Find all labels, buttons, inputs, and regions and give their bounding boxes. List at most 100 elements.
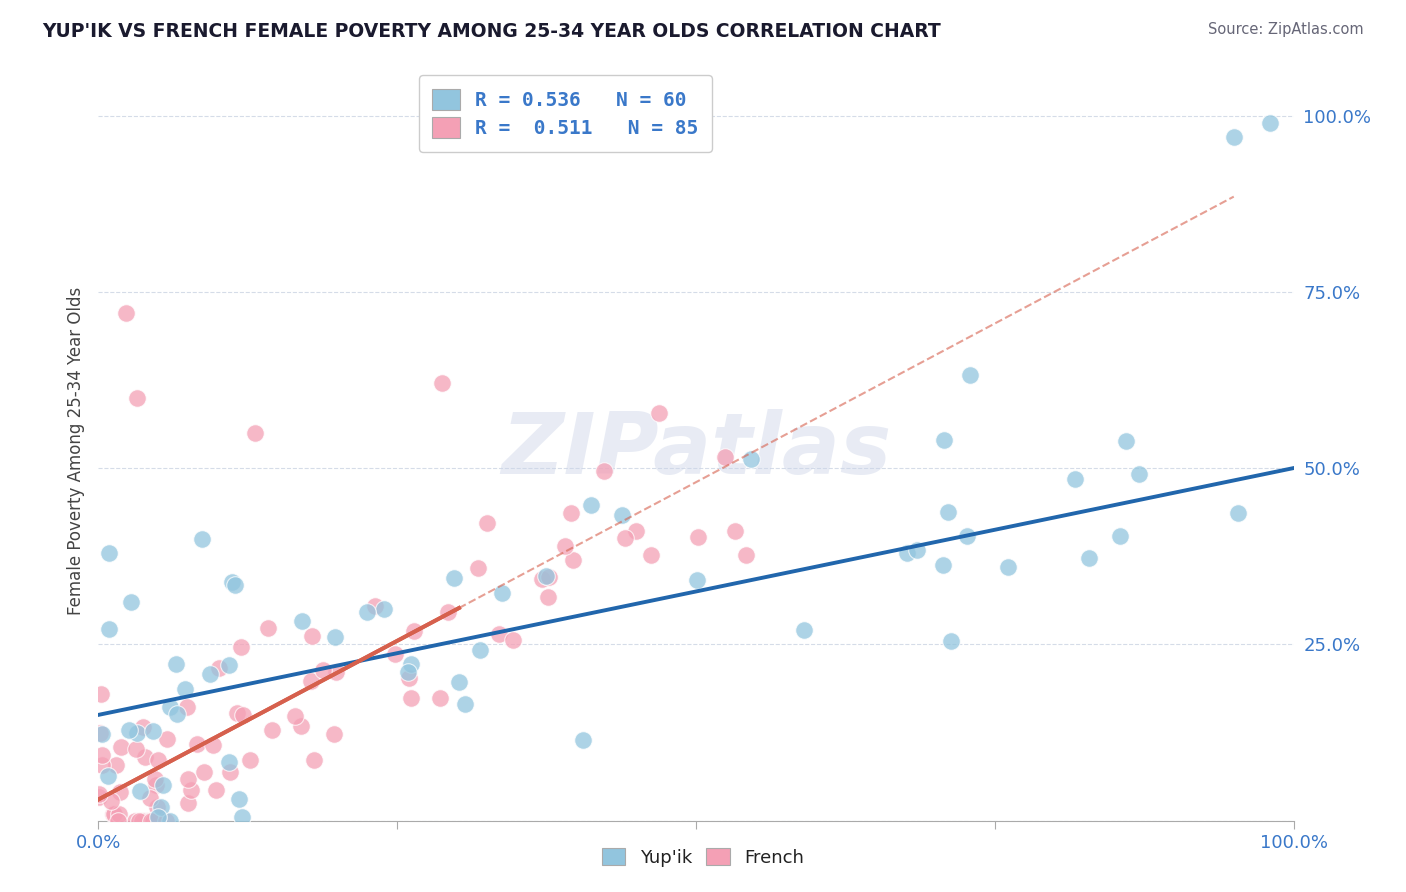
Point	[560, 506, 582, 520]
Point	[173, 682, 195, 697]
Point	[120, 595, 142, 609]
Point	[89, 726, 111, 740]
Point	[735, 548, 758, 562]
Point	[101, 806, 124, 821]
Point	[110, 740, 132, 755]
Text: ZIPatlas: ZIPatlas	[501, 409, 891, 492]
Point	[1226, 506, 1249, 520]
Point	[139, 814, 162, 828]
Point	[896, 546, 918, 560]
Point	[959, 368, 981, 383]
Point	[325, 665, 347, 679]
Point	[155, 814, 177, 828]
Point	[312, 663, 335, 677]
Point	[131, 814, 153, 828]
Point	[686, 573, 709, 587]
Point	[302, 753, 325, 767]
Point	[538, 570, 561, 584]
Point	[291, 614, 314, 628]
Point	[208, 661, 231, 675]
Point	[142, 723, 165, 738]
Point	[468, 642, 491, 657]
Point	[180, 782, 202, 797]
Point	[373, 601, 395, 615]
Point	[156, 731, 179, 746]
Point	[221, 574, 243, 589]
Point	[142, 814, 165, 828]
Point	[740, 452, 762, 467]
Point	[1128, 467, 1150, 481]
Point	[97, 622, 120, 636]
Point	[399, 691, 422, 706]
Point	[191, 532, 214, 546]
Y-axis label: Female Poverty Among 25-34 Year Olds: Female Poverty Among 25-34 Year Olds	[66, 286, 84, 615]
Point	[323, 727, 346, 741]
Point	[87, 787, 110, 801]
Point	[91, 747, 114, 762]
Point	[290, 719, 312, 733]
Point	[437, 606, 460, 620]
Point	[323, 630, 346, 644]
Point	[579, 499, 602, 513]
Point	[103, 806, 125, 821]
Point	[714, 450, 737, 465]
Point	[396, 665, 419, 679]
Point	[91, 727, 114, 741]
Point	[118, 723, 141, 737]
Text: YUP'IK VS FRENCH FEMALE POVERTY AMONG 25-34 YEAR OLDS CORRELATION CHART: YUP'IK VS FRENCH FEMALE POVERTY AMONG 25…	[42, 22, 941, 41]
Point	[128, 814, 150, 828]
Point	[399, 657, 422, 672]
Point	[124, 814, 146, 828]
Point	[136, 814, 159, 828]
Point	[193, 765, 215, 780]
Point	[939, 633, 962, 648]
Point	[624, 524, 647, 538]
Point	[231, 640, 253, 654]
Point	[1064, 472, 1087, 486]
Point	[186, 737, 208, 751]
Point	[502, 632, 524, 647]
Point	[284, 709, 307, 723]
Point	[402, 624, 425, 639]
Point	[177, 772, 200, 786]
Point	[1077, 550, 1099, 565]
Point	[299, 673, 322, 688]
Point	[87, 789, 110, 804]
Point	[128, 783, 150, 797]
Point	[475, 516, 498, 530]
Legend: Yup'ik, French: Yup'ik, French	[595, 841, 811, 874]
Point	[132, 720, 155, 734]
Point	[536, 591, 558, 605]
Point	[228, 792, 250, 806]
Point	[145, 799, 167, 814]
Point	[1223, 129, 1246, 144]
Point	[201, 738, 224, 752]
Point	[134, 750, 156, 764]
Point	[1115, 434, 1137, 449]
Point	[138, 790, 160, 805]
Point	[218, 657, 240, 672]
Point	[612, 508, 634, 523]
Point	[239, 753, 262, 767]
Point	[571, 733, 593, 747]
Point	[384, 647, 406, 661]
Point	[454, 698, 477, 712]
Point	[90, 757, 112, 772]
Point	[98, 546, 121, 560]
Point	[257, 621, 280, 635]
Point	[97, 769, 120, 783]
Point	[134, 814, 156, 828]
Point	[219, 765, 242, 780]
Point	[231, 810, 253, 824]
Point	[429, 690, 451, 705]
Point	[143, 772, 166, 787]
Point	[165, 657, 187, 671]
Point	[225, 706, 247, 721]
Point	[648, 406, 671, 420]
Point	[108, 785, 131, 799]
Point	[430, 376, 453, 391]
Point	[218, 755, 240, 769]
Point	[159, 814, 181, 828]
Point	[89, 687, 111, 701]
Point	[534, 569, 557, 583]
